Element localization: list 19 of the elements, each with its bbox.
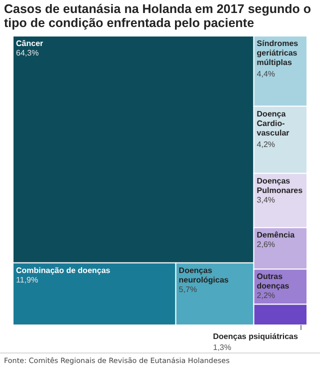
category-label: Doença Cardio-vascular <box>256 109 290 138</box>
category-label: Doenças psiquiátricas <box>213 332 298 341</box>
data-label: 5,7% <box>178 284 198 294</box>
data-label: 4,2% <box>256 140 276 149</box>
text: Casos de eutanásia na Holanda em 2017 segundo o tipo de condição enfrentada pelo paciente <box>4 2 312 30</box>
category-label: Doenças neurológicas <box>178 266 230 284</box>
data-label: 2,6% <box>256 240 276 250</box>
category-label: Síndromes geriátricas múltiplas <box>256 39 299 67</box>
category-label: Outras doenças <box>256 272 290 291</box>
data-label: 4,4% <box>256 70 276 78</box>
data-label: 2,2% <box>256 291 276 300</box>
category-label: Combinação de doenças <box>16 266 111 275</box>
data-label: 64,3% <box>16 48 39 58</box>
category-label: Demência <box>256 230 296 240</box>
data-label: 11,9% <box>16 275 38 284</box>
category-label: Câncer <box>16 39 44 48</box>
category-label: Doenças Pulmonares <box>256 176 304 195</box>
data-label: 1,3% <box>213 343 232 352</box>
data-label: 3,4% <box>256 195 276 204</box>
